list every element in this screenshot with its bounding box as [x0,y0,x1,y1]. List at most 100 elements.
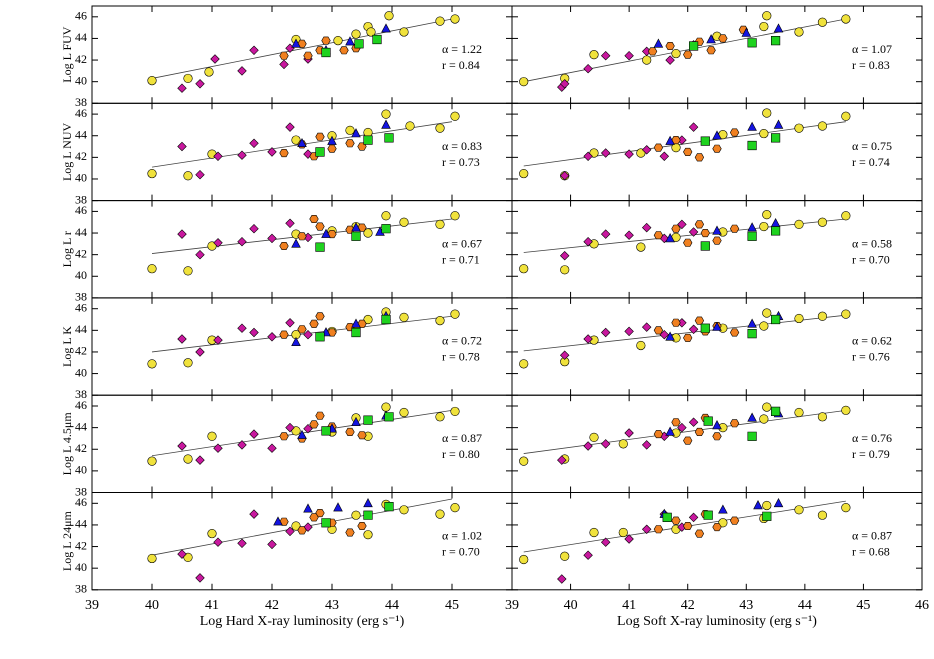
point [817,17,828,27]
point [147,168,157,179]
annotation: α = 1.02 [442,528,482,542]
point [399,505,409,515]
point [762,308,772,318]
point [207,528,217,539]
point [729,328,740,337]
point [712,432,722,441]
point [817,510,828,520]
point [450,211,460,221]
point [267,332,277,342]
point [297,526,307,535]
point [195,169,205,180]
fit-line [151,315,453,353]
point [641,322,652,332]
point [683,147,693,156]
point [321,518,331,528]
point [291,135,301,145]
point [249,45,259,56]
point [195,347,205,357]
point [285,218,295,229]
point [659,151,670,162]
point [183,73,193,84]
point [237,538,247,549]
annotation: r = 0.76 [852,350,890,364]
point [147,75,157,86]
point [600,50,611,61]
point [683,436,693,445]
point [267,147,277,157]
x-tick-label: 43 [325,598,339,613]
point [770,314,781,325]
point [770,226,781,236]
fit-line [523,18,846,83]
point [624,230,634,240]
point [381,109,391,119]
point [559,350,570,360]
point [177,141,187,152]
annotation: r = 0.78 [442,350,480,364]
fit-line [151,18,453,79]
point [333,35,343,46]
point [399,217,409,227]
point [653,525,664,534]
point [384,133,394,143]
point [694,153,705,162]
point [345,427,355,437]
point [653,326,664,335]
point [366,27,376,37]
point [841,211,851,221]
point [435,16,445,26]
point [759,128,769,139]
point [762,11,772,21]
x-tick-label: 39 [505,598,519,613]
point [671,48,681,59]
point [841,309,851,319]
y-tick-label: 42 [75,246,87,260]
point [435,123,445,133]
point [817,311,828,321]
point [718,34,728,43]
point [747,231,757,241]
point [647,47,658,56]
point [694,529,705,538]
point [351,510,361,520]
point [600,229,611,239]
point [147,264,157,274]
x-tick-label: 44 [798,598,812,613]
point [794,313,804,324]
point [747,431,757,441]
point [665,331,675,341]
point [249,138,259,149]
point [303,503,313,513]
point [354,39,364,49]
point [363,314,373,325]
x-tick-label: 41 [205,598,219,613]
point [147,359,157,369]
point [618,527,628,538]
x-tick-label: 44 [385,598,399,613]
point [519,264,529,274]
y-tick-label: 42 [75,538,87,552]
point [279,149,289,158]
y-tick-label: 42 [75,149,87,163]
point [700,136,710,146]
point [762,402,772,412]
point [303,329,313,340]
y-tick-label: 40 [75,365,87,379]
point [618,439,628,449]
point [285,422,295,433]
point [583,63,593,74]
point [177,83,187,93]
point [177,334,187,344]
point [729,128,740,137]
point [641,145,652,155]
y-tick-label: 38 [75,582,87,596]
point [747,412,757,422]
point [291,426,301,436]
point [653,231,664,240]
point [249,327,259,338]
point [450,406,460,417]
point [729,419,740,428]
point [147,456,157,466]
annotation: α = 0.75 [852,139,892,153]
